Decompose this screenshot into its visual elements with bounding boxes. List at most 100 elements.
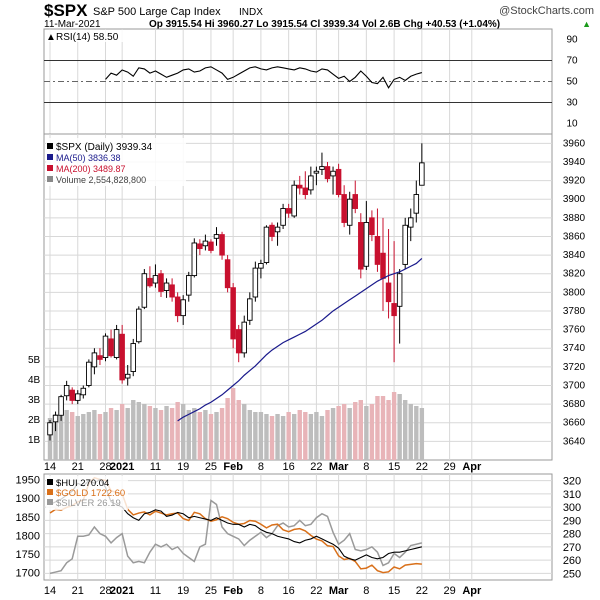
legend-entry: $SPX (Daily) 3939.34 xyxy=(56,142,153,153)
candle-body xyxy=(58,396,64,416)
x-tick-label: Mar xyxy=(329,585,349,597)
candle-body xyxy=(380,252,386,279)
x-tick-label: 14 xyxy=(44,461,56,473)
volume-bar xyxy=(164,406,169,460)
metals-legend: $HUI 270.04$GOLD 1722.60$SILVER 26.19 xyxy=(46,476,128,510)
candlestick xyxy=(136,306,142,344)
price-tick-label: 3740 xyxy=(563,343,586,354)
candle-body xyxy=(163,282,170,291)
price-tick-label: 3900 xyxy=(563,194,586,205)
right-tick-label: 290 xyxy=(563,515,581,527)
candle-body xyxy=(396,273,403,307)
x-tick-label: Apr xyxy=(462,585,482,597)
x-tick-label: 11 xyxy=(150,461,161,473)
volume-bar xyxy=(397,394,402,460)
volume-tick-label: 3B xyxy=(28,395,41,406)
candle-body xyxy=(130,343,136,372)
candle-body xyxy=(69,389,75,401)
x-tick-label: 11 xyxy=(150,585,161,597)
candle-body xyxy=(197,243,203,250)
candle-body xyxy=(408,217,414,228)
candle-body xyxy=(402,224,408,265)
volume-tick-label: 4B xyxy=(28,375,41,386)
rsi-line xyxy=(105,66,423,89)
left-tick-label: 1750 xyxy=(16,549,40,561)
candle-body xyxy=(147,277,153,287)
candlestick xyxy=(308,166,314,195)
candle-body xyxy=(235,329,242,354)
legend-swatch xyxy=(47,489,53,495)
x-tick-label: 21 xyxy=(72,585,84,597)
candle-body xyxy=(230,287,236,340)
legend-swatch xyxy=(47,143,53,149)
volume-bar xyxy=(70,412,75,460)
x-tick-label: 25 xyxy=(205,585,217,597)
volume-tick-label: 1B xyxy=(28,435,41,446)
candlestick xyxy=(102,333,109,362)
volume-bar xyxy=(258,412,264,460)
volume-bar xyxy=(369,404,375,460)
volume-bar xyxy=(358,400,363,460)
candlestick xyxy=(74,390,81,405)
candlestick xyxy=(147,266,153,288)
candlestick xyxy=(358,213,364,279)
x-tick-label: 22 xyxy=(416,585,428,597)
price-tick-label: 3800 xyxy=(563,287,586,298)
candle-body xyxy=(291,184,297,217)
x-tick-label: Apr xyxy=(462,461,482,473)
candle-body xyxy=(252,267,259,298)
candlestick xyxy=(391,241,397,363)
candlestick xyxy=(185,271,192,302)
volume-bar xyxy=(292,414,297,460)
volume-bar xyxy=(280,416,286,460)
candle-body xyxy=(330,170,336,177)
candle-body xyxy=(341,194,347,223)
right-tick-label: 270 xyxy=(563,542,581,554)
volume-bar xyxy=(219,408,225,460)
candle-body xyxy=(185,275,192,296)
volume-bar xyxy=(197,412,203,460)
candle-body xyxy=(274,226,281,233)
candlestick xyxy=(219,231,225,260)
watermark: @StockCharts.com xyxy=(499,5,594,17)
candle-body xyxy=(224,259,231,289)
candlestick xyxy=(119,324,125,384)
candle-body xyxy=(247,298,253,321)
volume-bar xyxy=(314,412,319,460)
volume-bar xyxy=(264,414,269,460)
candle-body xyxy=(86,361,92,386)
candlestick xyxy=(258,259,264,279)
metals-frame xyxy=(43,473,553,581)
x-tick-label: 28 xyxy=(99,461,111,473)
x-tick-label: 22 xyxy=(310,585,322,597)
candle-body xyxy=(213,234,220,239)
candle-body xyxy=(113,329,120,358)
price-tick-label: 3920 xyxy=(563,176,586,187)
candlestick xyxy=(80,385,87,399)
silver-line xyxy=(49,499,423,575)
candlestick xyxy=(97,348,103,365)
volume-bar xyxy=(253,412,258,460)
volume-bar xyxy=(92,410,97,460)
candlestick xyxy=(235,324,242,363)
quote-date: 11-Mar-2021 xyxy=(44,19,101,30)
volume-bar xyxy=(158,410,164,460)
candlestick xyxy=(241,315,247,358)
volume-bar xyxy=(330,408,336,460)
volume-bar xyxy=(142,404,147,460)
legend-entry: MA(200) 3489.87 xyxy=(56,164,126,174)
volume-tick-label: 2B xyxy=(28,415,41,426)
volume-bar xyxy=(53,414,58,460)
rsi-tick-label: 10 xyxy=(566,119,578,130)
candlestick xyxy=(113,324,120,360)
x-tick-label: Mar xyxy=(329,461,349,473)
candlestick xyxy=(174,292,181,323)
candlestick xyxy=(86,359,92,388)
price-tick-label: 3880 xyxy=(563,213,586,224)
candlestick xyxy=(58,394,64,421)
x-tick-label: 29 xyxy=(443,585,455,597)
candle-body xyxy=(258,263,264,269)
candlestick xyxy=(280,203,286,230)
